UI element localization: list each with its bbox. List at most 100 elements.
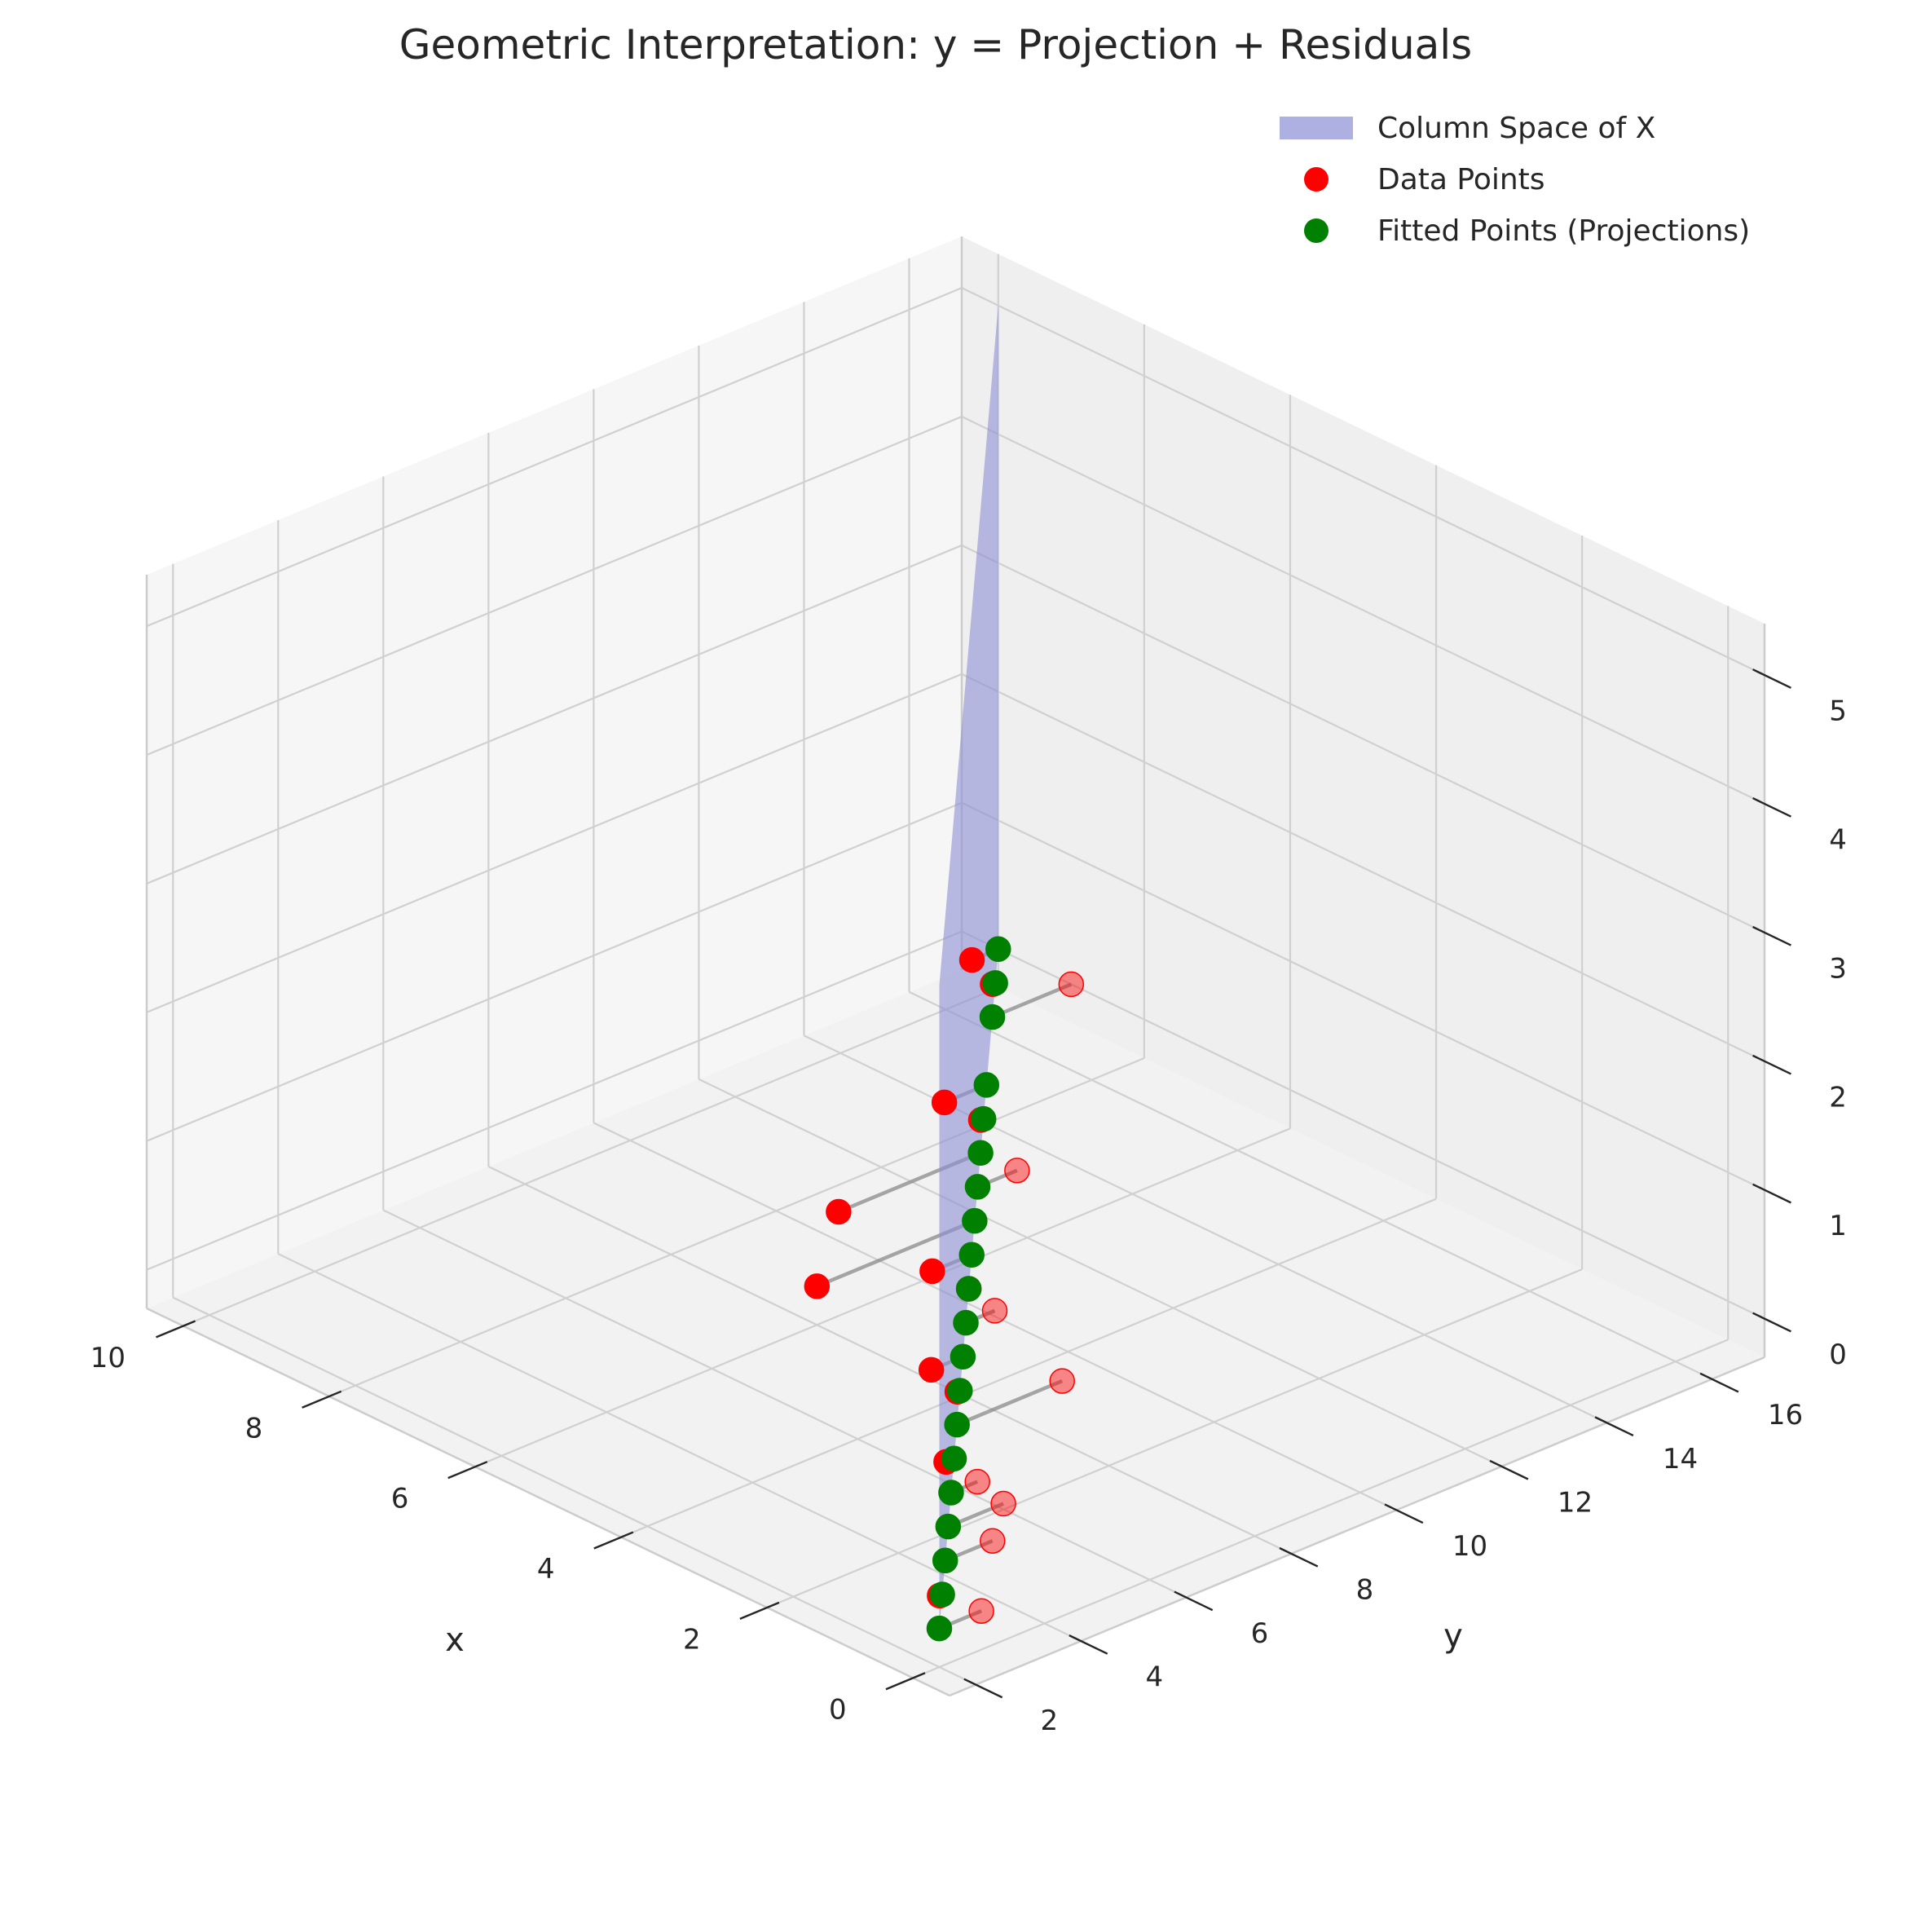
- data-point: [931, 1089, 958, 1116]
- fitted-point: [941, 1445, 967, 1472]
- grid-lines: [146, 254, 1765, 1686]
- x-tick: [156, 1320, 196, 1339]
- fitted-point: [962, 1207, 988, 1234]
- y-tick: [1384, 1503, 1424, 1524]
- data-point: [1058, 971, 1085, 998]
- y-tick: [963, 1678, 1003, 1699]
- y-tick-label: 16: [1768, 1399, 1803, 1431]
- grid-line-z: [146, 801, 963, 1142]
- z-tick: [1752, 1054, 1791, 1075]
- points-in-front-of-plane: [804, 936, 1011, 1642]
- grid-line-y: [172, 1296, 976, 1686]
- grid-line-z: [961, 801, 1765, 1191]
- x-tick-label: 4: [537, 1553, 555, 1586]
- y-tick: [1699, 1372, 1739, 1393]
- z-tick-label: 3: [1829, 952, 1847, 985]
- legend-label: Fitted Points (Projections): [1377, 214, 1750, 248]
- x-tick-label: 6: [391, 1483, 409, 1515]
- y-tick: [1489, 1459, 1529, 1480]
- fitted-point: [926, 1615, 953, 1642]
- x-tick: [447, 1461, 488, 1480]
- fitted-point: [944, 1411, 970, 1438]
- fitted-point: [985, 936, 1011, 962]
- y-tick-label: 10: [1452, 1530, 1487, 1563]
- grid-line-z: [146, 673, 963, 1013]
- y-tick-label: 14: [1663, 1443, 1698, 1475]
- legend-swatch-column-space: [1280, 117, 1353, 139]
- z-tick: [1752, 1183, 1791, 1204]
- chart-title: Geometric Interpretation: y = Projection…: [399, 21, 1472, 68]
- axis-lines: [145, 236, 1766, 1697]
- grid-line-x: [766, 1268, 1583, 1609]
- grid-line-z: [961, 416, 1765, 805]
- data-point: [958, 946, 985, 973]
- fitted-point: [973, 1072, 1000, 1098]
- z-tick: [1752, 668, 1791, 689]
- x-tick-label: 8: [245, 1412, 263, 1445]
- x-tick-label: 10: [90, 1342, 126, 1374]
- grid-line-x: [328, 1056, 1145, 1397]
- fitted-point: [967, 1140, 994, 1167]
- data-point: [968, 1598, 994, 1624]
- data-point: [918, 1356, 945, 1383]
- fitted-point: [964, 1174, 991, 1200]
- left-wall-pane: [147, 236, 962, 1308]
- z-tick-label: 0: [1829, 1339, 1847, 1371]
- data-point: [919, 1258, 945, 1285]
- y-tick-label: 6: [1251, 1617, 1269, 1650]
- grid-line-z: [961, 930, 1765, 1320]
- grid-line-x: [474, 1127, 1291, 1468]
- x-tick: [739, 1601, 780, 1620]
- x-axis-line: [146, 1307, 950, 1697]
- x-axis-label: x: [445, 1621, 465, 1659]
- grid-line-z: [146, 287, 963, 628]
- z-tick-label: 5: [1829, 695, 1847, 728]
- z-tick: [1752, 1312, 1791, 1333]
- points-behind-plane: [964, 971, 1085, 1624]
- y-axis-label: y: [1443, 1617, 1463, 1655]
- x-tick-label: 2: [683, 1623, 701, 1656]
- x-tick: [302, 1390, 342, 1409]
- z-tick-label: 4: [1829, 823, 1847, 856]
- x-tick: [593, 1531, 634, 1550]
- fitted-point: [982, 970, 1008, 996]
- fitted-point: [958, 1242, 985, 1268]
- data-point: [990, 1490, 1016, 1517]
- data-point: [980, 1528, 1006, 1554]
- right-wall-pane: [962, 236, 1765, 1357]
- data-point: [981, 1298, 1008, 1324]
- grid-line-y: [909, 990, 1712, 1380]
- fitted-point: [955, 1276, 982, 1302]
- fitted-point: [932, 1547, 958, 1574]
- y-tick: [1174, 1590, 1214, 1612]
- y-tick-label: 12: [1558, 1486, 1593, 1519]
- y-tick-label: 4: [1146, 1661, 1164, 1694]
- y-tick: [1594, 1416, 1634, 1437]
- data-point: [1004, 1158, 1030, 1184]
- fitted-point: [950, 1343, 976, 1370]
- grid-line-z: [961, 287, 1765, 677]
- legend-label: Column Space of X: [1377, 112, 1655, 145]
- grid-line-z: [961, 544, 1765, 933]
- grid-line-x: [183, 986, 999, 1327]
- fitted-point: [953, 1309, 979, 1336]
- residual-line: [991, 982, 1073, 1019]
- data-point: [964, 1468, 990, 1495]
- data-point: [826, 1198, 852, 1225]
- y-tick: [1279, 1546, 1319, 1568]
- legend: Column Space of X Data Points Fitted Point…: [1280, 112, 1750, 248]
- grid-line-y: [382, 1209, 1187, 1599]
- y-tick-label: 2: [1041, 1705, 1059, 1737]
- residual-line: [956, 1378, 1064, 1427]
- z-tick: [1752, 925, 1791, 946]
- y-tick: [1069, 1634, 1108, 1655]
- x-tick-label: 0: [829, 1694, 847, 1727]
- grid-line-y: [698, 1078, 1502, 1467]
- fitted-point: [970, 1105, 997, 1132]
- data-point: [1049, 1368, 1075, 1394]
- fitted-point: [935, 1513, 962, 1540]
- fitted-point: [947, 1378, 973, 1404]
- grid-line-y: [593, 1122, 1397, 1511]
- fitted-point: [979, 1003, 1006, 1030]
